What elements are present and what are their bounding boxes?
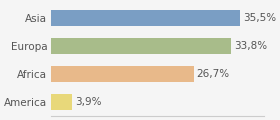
Text: 26,7%: 26,7% [196,69,229,79]
Text: 35,5%: 35,5% [243,13,276,23]
Text: 33,8%: 33,8% [234,41,267,51]
Bar [52,93,72,110]
Bar [52,38,231,54]
Text: 3,9%: 3,9% [75,97,101,107]
Bar [52,66,193,82]
Bar [52,10,241,27]
